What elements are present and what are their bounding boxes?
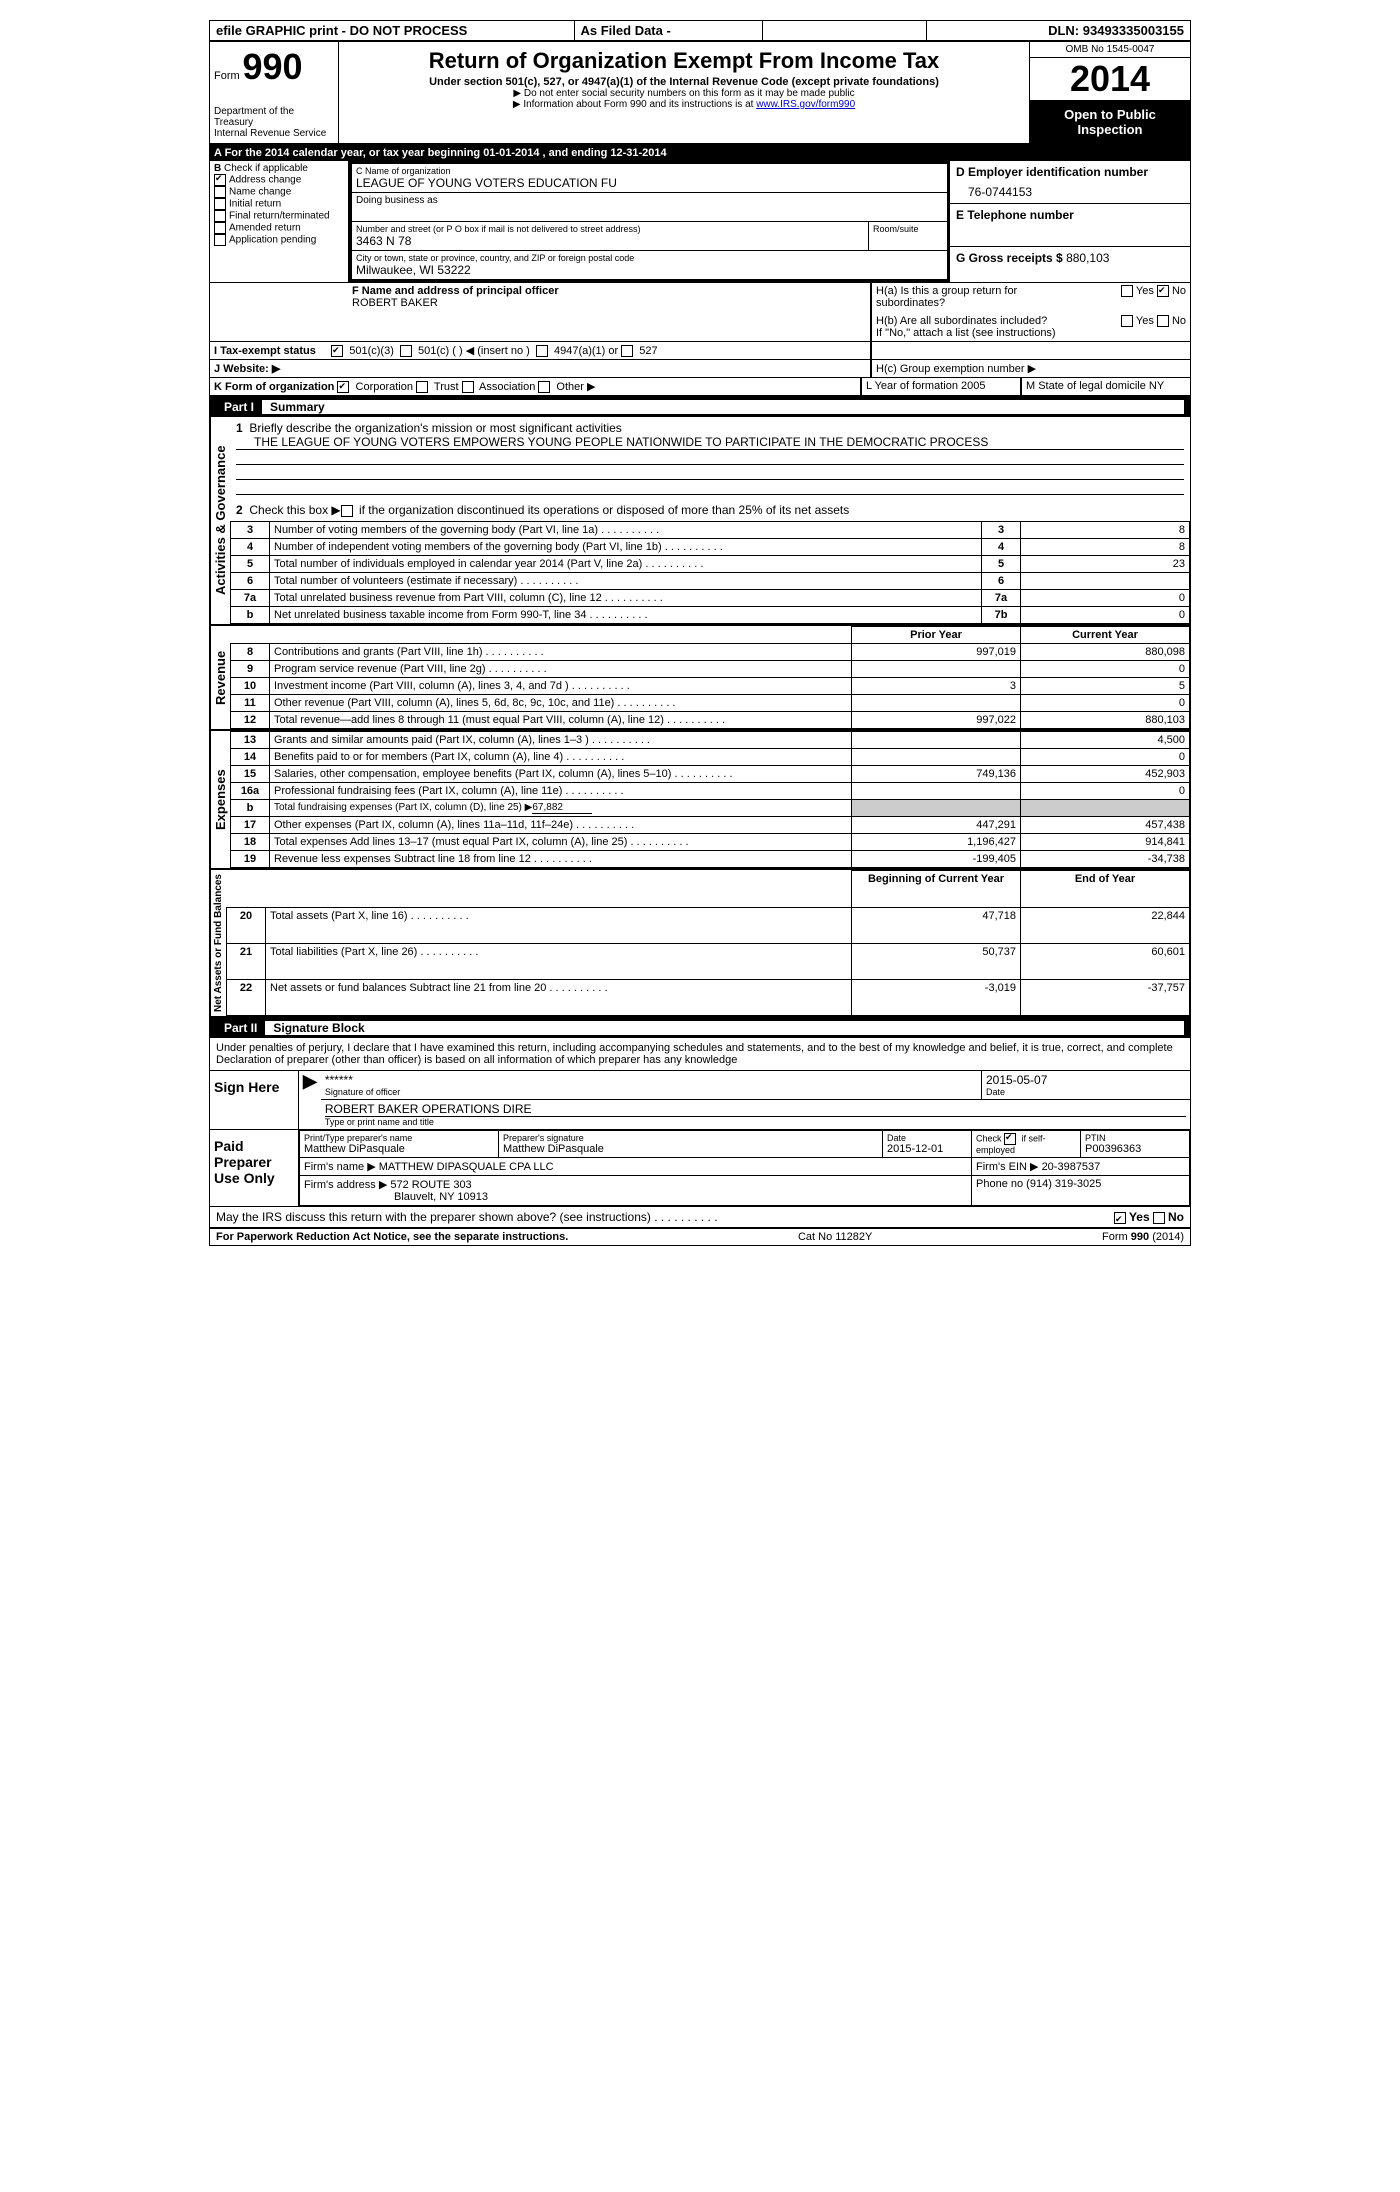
irs-link[interactable]: www.IRS.gov/form990 [756,99,855,110]
dln-label: DLN: [1048,23,1079,38]
preparer-row: Paid Preparer Use Only Print/Type prepar… [210,1130,1190,1207]
gross-receipts: 880,103 [1066,251,1109,265]
officer-printed-name: ROBERT BAKER OPERATIONS DIRE [325,1102,1186,1117]
part1-header: Part I Summary [210,397,1190,417]
arrow-icon: ▶ [299,1071,321,1129]
org-name: LEAGUE OF YOUNG VOTERS EDUCATION FU [356,176,943,190]
gross-receipts-label: G Gross receipts $ [956,251,1063,265]
efile-notice: efile GRAPHIC print - DO NOT PROCESS [210,21,575,40]
city-label: City or town, state or province, country… [356,253,943,263]
form-number: 990 [242,46,302,87]
application-pending-checkbox[interactable] [214,234,226,246]
irs: Internal Revenue Service [214,128,334,139]
name-change-checkbox[interactable] [214,186,226,198]
governance-label: Activities & Governance [210,417,230,624]
revenue-table: Prior YearCurrent Year 8 Contributions a… [230,626,1190,729]
officer-name: ROBERT BAKER [352,297,438,309]
state-domicile: M State of legal domicile NY [1021,378,1190,395]
ein: 76-0744153 [956,179,1184,199]
ein-label: D Employer identification number [956,165,1148,179]
info-note: ▶ Information about Form 990 and its ins… [513,99,756,110]
sig-date: 2015-05-07 [986,1073,1186,1087]
asfiled-blank [763,21,927,40]
form-org-label: K Form of organization [214,381,334,393]
address-change-checkbox[interactable] [214,174,226,186]
amended-return-checkbox[interactable] [214,222,226,234]
street: 3463 N 78 [356,234,864,248]
line2-text: Check this box ▶ if the organization dis… [249,503,849,517]
tax-year: 2014 [1030,58,1190,101]
self-employed-checkbox[interactable] [1004,1133,1016,1145]
4947-checkbox[interactable] [536,345,548,357]
527-checkbox[interactable] [621,345,633,357]
room-label: Room/suite [869,222,947,250]
initial-return-checkbox[interactable] [214,198,226,210]
discuss-no-checkbox[interactable] [1153,1212,1165,1224]
governance-table: 3Number of voting members of the governi… [230,521,1190,624]
line1-label: Briefly describe the organization's miss… [249,421,621,435]
revenue-label: Revenue [210,626,230,729]
org-name-label: C Name of organization [356,166,943,176]
form-990: efile GRAPHIC print - DO NOT PROCESS As … [209,20,1191,1246]
perjury-statement: Under penalties of perjury, I declare th… [210,1038,1190,1071]
netassets-label: Net Assets or Fund Balances [210,870,226,1016]
assoc-checkbox[interactable] [462,381,474,393]
hb-yes-checkbox[interactable] [1121,315,1133,327]
expenses-table: 13 Grants and similar amounts paid (Part… [230,731,1190,868]
section-deg: D Employer identification number 76-0744… [950,161,1190,282]
public-inspection: Open to Public Inspection [1030,101,1190,143]
hb-no-checkbox[interactable] [1157,315,1169,327]
officer-signature: ****** [325,1073,977,1087]
other-checkbox[interactable] [538,381,550,393]
street-label: Number and street (or P O box if mail is… [356,224,864,234]
cat-no: Cat No 11282Y [798,1231,872,1243]
section-b: B Check if applicable Address change Nam… [210,161,349,282]
year-formation: L Year of formation 2005 [861,378,1021,395]
ha-yes-checkbox[interactable] [1121,285,1133,297]
discuss-yes-checkbox[interactable] [1114,1212,1126,1224]
form-footer: Form 990 (2014) [1102,1231,1184,1243]
form-header: Form 990 Department of the Treasury Inte… [210,42,1190,145]
line2-checkbox[interactable] [341,505,353,517]
discuss-question: May the IRS discuss this return with the… [216,1210,718,1224]
hb-note: If "No," attach a list (see instructions… [876,327,1186,339]
website-label: J Website: ▶ [214,363,280,375]
ha-no-checkbox[interactable] [1157,285,1169,297]
final-return-checkbox[interactable] [214,210,226,222]
form-subtitle: Under section 501(c), 527, or 4947(a)(1)… [343,76,1025,88]
phone-label: E Telephone number [956,208,1074,222]
officer-label: F Name and address of principal officer [352,285,559,297]
top-bar: efile GRAPHIC print - DO NOT PROCESS As … [210,21,1190,42]
trust-checkbox[interactable] [416,381,428,393]
tax-exempt-label: I Tax-exempt status [214,345,316,357]
corp-checkbox[interactable] [337,381,349,393]
as-filed: As Filed Data - [575,21,764,40]
netassets-table: Beginning of Current YearEnd of Year 20T… [226,870,1190,1016]
hc-label: H(c) Group exemption number ▶ [876,363,1036,375]
section-c: C Name of organization LEAGUE OF YOUNG V… [349,161,950,282]
form-title: Return of Organization Exempt From Incom… [343,48,1025,74]
hb-label: H(b) Are all subordinates included? [876,315,1076,327]
dln-value: 93493335003155 [1083,23,1184,38]
form-label: Form [214,70,240,82]
dba-label: Doing business as [356,195,943,206]
501c3-checkbox[interactable] [331,345,343,357]
ssn-note: ▶ Do not enter social security numbers o… [343,88,1025,99]
expenses-label: Expenses [210,731,230,868]
501c-checkbox[interactable] [400,345,412,357]
ha-label: H(a) Is this a group return for subordin… [876,285,1076,309]
section-a: A For the 2014 calendar year, or tax yea… [210,145,1190,161]
part2-header: Part II Signature Block [210,1018,1190,1038]
paperwork-notice: For Paperwork Reduction Act Notice, see … [216,1231,568,1243]
sign-here-row: Sign Here ▶ ****** Signature of officer … [210,1071,1190,1130]
omb-number: OMB No 1545-0047 [1030,42,1190,58]
mission-text: THE LEAGUE OF YOUNG VOTERS EMPOWERS YOUN… [236,435,1184,450]
city: Milwaukee, WI 53222 [356,263,943,277]
dept-treasury: Department of the Treasury [214,106,334,128]
